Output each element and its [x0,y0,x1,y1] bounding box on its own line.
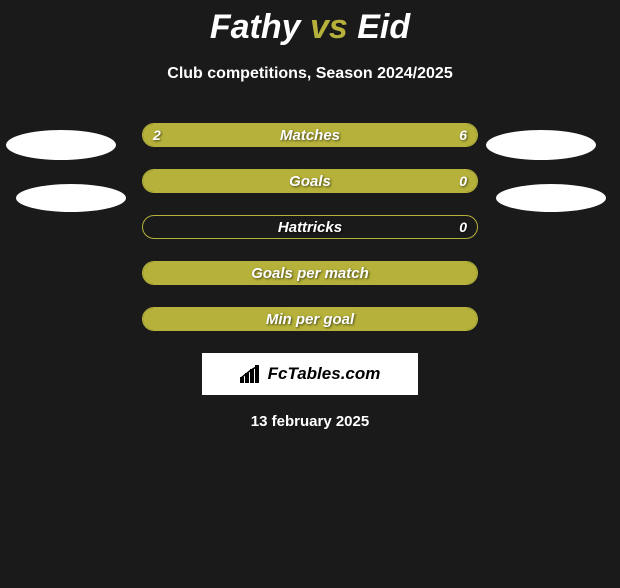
title-player1: Fathy [210,8,301,46]
page-title: Fathy vs Eid [0,8,620,47]
stat-row: Min per goal [142,307,478,331]
stat-row: Goals per match [142,261,478,285]
source-logo-text: FcTables.com [268,364,381,384]
avatar-placeholder [16,184,126,212]
stat-label: Goals per match [143,262,477,284]
avatar-placeholder [496,184,606,212]
bars-icon [240,365,262,383]
stats-container: 26Matches 0Goals 0Hattricks Goals per match… [142,123,478,331]
stat-label: Min per goal [143,308,477,330]
avatar-placeholder [6,130,116,160]
avatar-placeholder [486,130,596,160]
stat-row: 0Goals [142,169,478,193]
stat-label: Matches [143,124,477,146]
title-player2: Eid [357,8,410,46]
stat-row: 0Hattricks [142,215,478,239]
stat-label: Goals [143,170,477,192]
stat-label: Hattricks [143,216,477,238]
title-vs: vs [310,8,348,46]
source-logo: FcTables.com [202,353,418,395]
stat-row: 26Matches [142,123,478,147]
subtitle: Club competitions, Season 2024/2025 [0,65,620,83]
date-label: 13 february 2025 [0,413,620,430]
